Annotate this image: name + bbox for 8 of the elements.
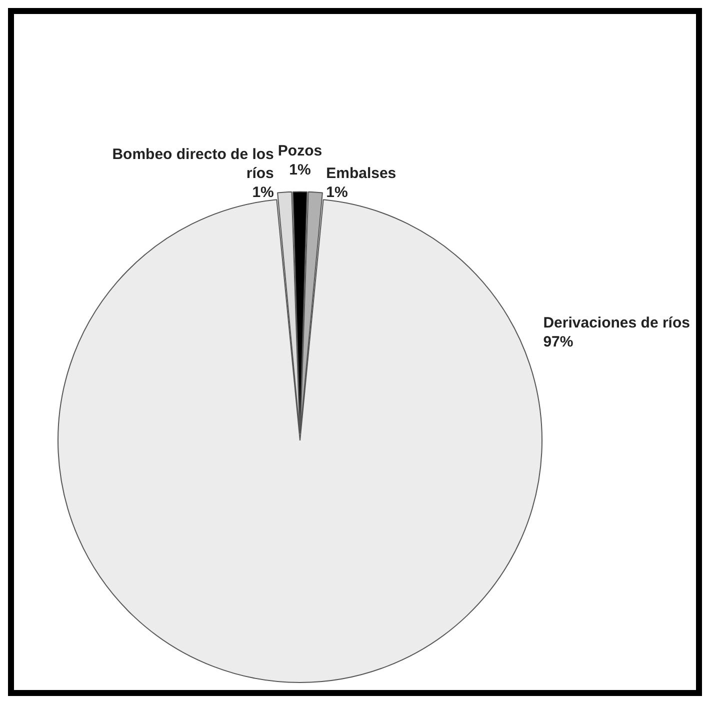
data-label: 1% <box>289 162 311 179</box>
slice-label: Derivaciones de ríos <box>543 314 690 332</box>
data-label: 1% <box>252 184 274 202</box>
slice-label: Embalses <box>326 165 396 182</box>
data-label: 97% <box>543 333 574 350</box>
slice-label: Pozos <box>278 142 322 160</box>
data-label: 1% <box>326 184 348 202</box>
slice-label: Bombeo directo de los ríos <box>112 146 274 182</box>
